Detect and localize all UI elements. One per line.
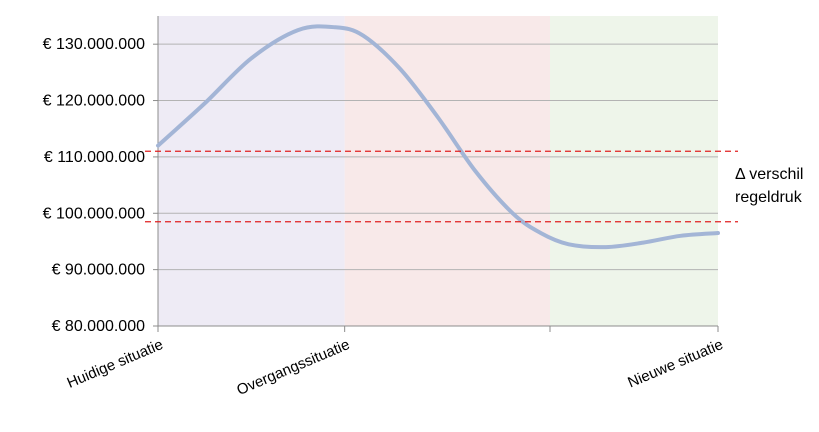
phase-band-1 [158, 16, 345, 326]
x-tick-label: Huidige situatie [65, 336, 166, 392]
annotation: Δ verschil regeldruk [735, 163, 815, 209]
y-axis: € 80.000.000 € 90.000.000 € 100.000.000 € 1… [43, 16, 158, 335]
phase-bands [158, 16, 718, 326]
x-tick-label: Nieuwe situatie [625, 336, 725, 391]
annotation-line-2: regeldruk [735, 186, 815, 209]
y-tick-label: € 120.000.000 [43, 93, 145, 110]
y-tick-label: € 130.000.000 [43, 36, 145, 53]
phase-band-3 [550, 16, 718, 326]
y-tick-label: € 80.000.000 [52, 318, 146, 335]
y-tick-label: € 100.000.000 [43, 205, 145, 222]
x-axis: Huidige situatie Overgangssituatie Nieuwe … [65, 326, 726, 399]
y-tick-label: € 110.000.000 [44, 149, 145, 166]
x-tick-label: Overgangssituatie [234, 336, 352, 399]
phase-band-2 [345, 16, 550, 326]
annotation-line-1: Δ verschil [735, 163, 815, 186]
y-tick-label: € 90.000.000 [52, 262, 146, 279]
